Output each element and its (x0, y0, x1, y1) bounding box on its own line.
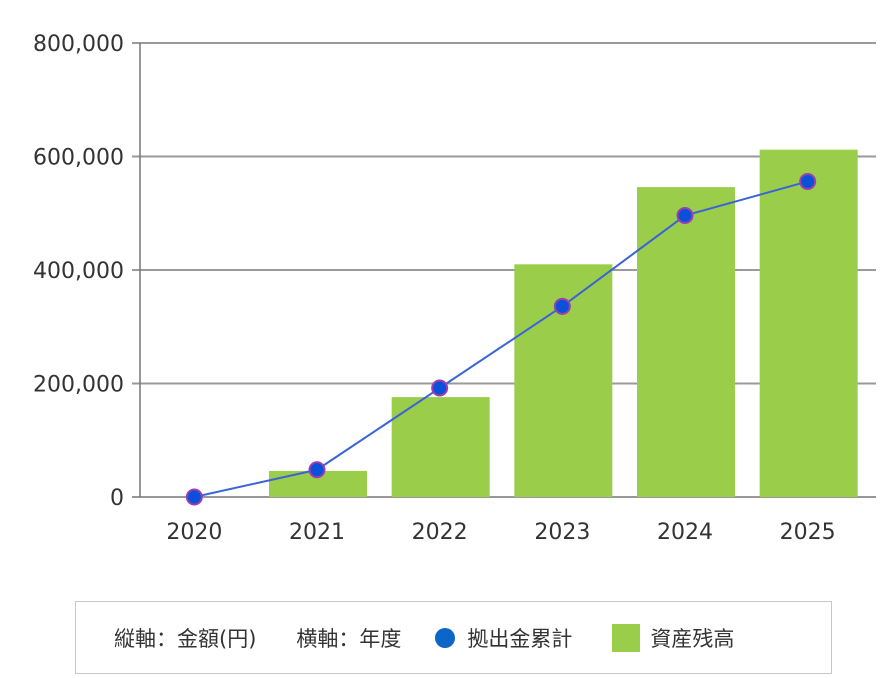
series-line (194, 180, 808, 498)
legend: 縦軸：金額(円) 横軸：年度 拠出金累計 資産残高 (75, 601, 832, 674)
x-tick-label: 2025 (780, 520, 836, 545)
line-point (676, 207, 694, 225)
legend-item-assets: 資産残高 (612, 623, 734, 653)
bar (637, 187, 735, 497)
line-point (553, 297, 571, 315)
legend-axis-y-label: 縦軸：金額(円) (114, 626, 257, 651)
x-tick-label: 2022 (412, 520, 468, 545)
legend-bar-label: 資産残高 (650, 626, 735, 651)
line-point (431, 379, 449, 397)
line-point (185, 488, 203, 506)
legend-bar-swatch-icon (612, 623, 641, 652)
bar (391, 397, 490, 497)
line-point (799, 172, 817, 190)
bar (759, 149, 858, 497)
y-tick-label: 0 (110, 486, 124, 511)
legend-line-marker-icon (435, 627, 456, 648)
x-tick-label: 2021 (289, 520, 345, 545)
legend-line-label: 拠出金累計 (467, 626, 573, 651)
y-tick-label: 400,000 (33, 259, 124, 284)
x-tick-label: 2020 (166, 520, 222, 545)
y-tick-label: 600,000 (33, 146, 124, 171)
y-tick-label: 800,000 (33, 32, 124, 57)
y-tick-label: 200,000 (33, 373, 124, 398)
legend-item-contribution: 拠出金累計 (435, 623, 572, 653)
chart-area: 0 200,000 400,000 600,000 800,000 2020 2021 202… (33, 32, 876, 545)
line-point (308, 461, 326, 479)
legend-axis-x-label: 横軸：年度 (296, 626, 402, 651)
x-tick-label: 2024 (657, 520, 713, 545)
x-tick-label: 2023 (534, 520, 590, 545)
